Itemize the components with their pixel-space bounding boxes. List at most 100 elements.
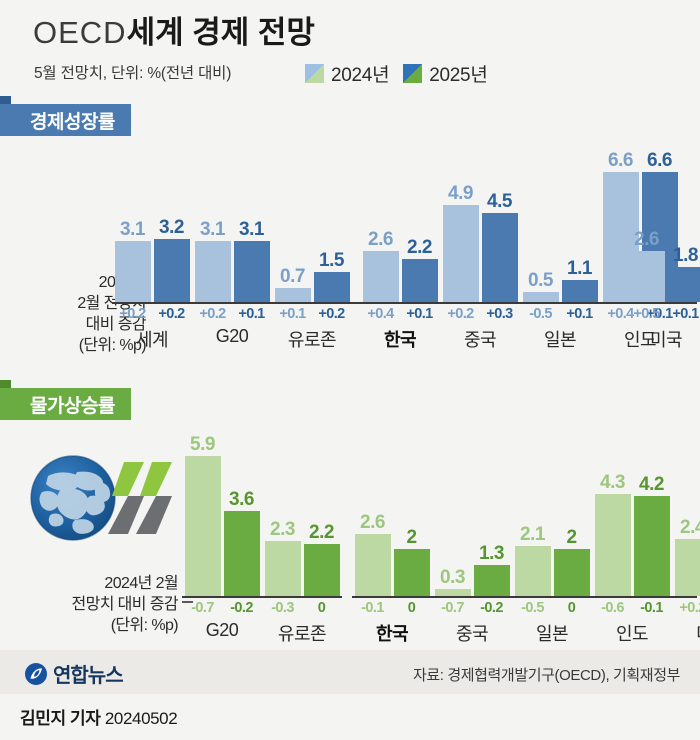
bar-rect — [434, 589, 471, 596]
delta-label: 0 — [317, 600, 326, 616]
legend: 2024년 2025년 — [305, 60, 488, 87]
bar-value-label: 2 — [406, 527, 417, 548]
bar-value-label: 3.6 — [229, 489, 254, 510]
bar-value-label: 2.4 — [680, 517, 700, 538]
bar-물가상승률-인도-2025년: 4.2 — [633, 475, 670, 596]
bar-경제성장률-일본-2024년: 0.5 — [522, 271, 559, 302]
category-label-중국: 중국 — [463, 330, 497, 350]
header: OECD세계 경제 전망 5월 전망치, 단위: %(전년 대비) 2024년 … — [0, 0, 700, 100]
yonhap-mark-icon — [25, 662, 47, 685]
bar-value-label: 6.6 — [608, 150, 633, 171]
delta-label: +0.3 — [486, 306, 513, 322]
bar-물가상승률-한국-2024년: 2.6 — [354, 513, 391, 596]
delta-label: 0 — [567, 600, 576, 616]
delta-label: +0.2 — [158, 306, 185, 322]
bar-rect — [473, 565, 510, 596]
delta-label: +0.2 — [318, 306, 345, 322]
bar-value-label: 2 — [566, 527, 577, 548]
bar-value-label: 0.7 — [280, 266, 305, 287]
bar-value-label: 2.3 — [270, 519, 295, 540]
bar-rect — [594, 494, 631, 596]
bar-물가상승률-유로존-2024년: 2.3 — [264, 520, 301, 596]
bar-경제성장률-미국-2025년: 1.8 — [667, 246, 700, 302]
delta-label: -0.1 — [361, 600, 384, 616]
legend-swatch-2025-icon — [403, 64, 423, 83]
category-label-인도: 인도 — [623, 330, 657, 350]
category-label-미국: 미국 — [667, 620, 700, 646]
category-label-유로존: 유로존 — [287, 330, 337, 350]
bar-value-label: 3.1 — [200, 219, 225, 240]
delta-label: +0.2 — [119, 306, 146, 322]
bar-경제성장률-중국-2024년: 4.9 — [442, 184, 479, 302]
footer-bar — [0, 650, 700, 694]
bar-rect — [553, 549, 590, 596]
category-label-한국: 한국 — [383, 330, 417, 350]
bar-value-label: 2.6 — [634, 229, 659, 250]
delta-label: +0.1 — [406, 306, 433, 322]
bar-value-label: 1.8 — [673, 245, 698, 266]
bar-경제성장률-한국-2025년: 2.2 — [401, 238, 438, 302]
delta-label: +0.2 — [199, 306, 226, 322]
bar-rect — [303, 544, 340, 596]
category-label-일본: 일본 — [543, 330, 577, 350]
delta-label: +0.1 — [672, 306, 699, 322]
bar-value-label: 0.3 — [440, 567, 465, 588]
inflation-axis-note-line-2: 전망치 대비 증감 — [71, 596, 178, 613]
growth-section-badge: 경제성장률 — [0, 104, 131, 136]
bar-rect — [522, 292, 559, 302]
delta-label: +0.1 — [238, 306, 265, 322]
bar-물가상승률-일본-2024년: 2.1 — [514, 525, 551, 596]
delta-label: +0.1 — [646, 306, 673, 322]
bar-value-label: 2.6 — [360, 512, 385, 533]
bar-물가상승률-미국-2024년: 2.4 — [674, 518, 700, 596]
growth-chart: 3.1 +0.2 3.2 +0.2 세계 3.1 +0.2 3.1 +0.1 G20 0.7 +0.1… — [0, 140, 700, 350]
delta-label: -0.7 — [441, 600, 464, 616]
delta-label: -0.1 — [640, 600, 663, 616]
inflation-axis-note-line-1: 2024년 2월 — [104, 575, 178, 592]
page-title-org: OECD — [33, 15, 127, 50]
category-label-일본: 일본 — [535, 624, 569, 644]
bar-value-label: 3.1 — [239, 219, 264, 240]
bar-value-label: 2.2 — [407, 237, 432, 258]
bar-물가상승률-유로존-2025년: 2.2 — [303, 523, 340, 596]
bar-rect — [233, 241, 270, 302]
category-label-중국: 중국 — [455, 624, 489, 644]
delta-label: +0.1 — [279, 306, 306, 322]
bar-rect — [354, 534, 391, 596]
bar-rect — [153, 239, 190, 302]
growth-badge-tab — [0, 96, 11, 104]
bar-value-label: 4.2 — [639, 474, 664, 495]
bar-경제성장률-미국-2024년: 2.6 — [628, 230, 665, 302]
bar-rect — [674, 539, 700, 596]
bar-rect — [223, 511, 260, 596]
inflation-axis-note-line-3: (단위: %p) — [110, 617, 179, 634]
bar-value-label: 2.2 — [309, 522, 334, 543]
bar-value-label: 4.5 — [487, 191, 512, 212]
delta-label: -0.5 — [521, 600, 544, 616]
byline: 김민지 기자 20240502 — [20, 704, 178, 729]
legend-label-2025: 2025년 — [429, 65, 488, 86]
delta-label: +0.4 — [367, 306, 394, 322]
bar-물가상승률-중국-2024년: 0.3 — [434, 568, 471, 596]
bar-경제성장률-G20-2025년: 3.1 — [233, 220, 270, 302]
bar-value-label: 3.2 — [159, 217, 184, 238]
bar-경제성장률-유로존-2025년: 1.5 — [313, 251, 350, 302]
delta-label: -0.2 — [480, 600, 503, 616]
bar-rect — [313, 272, 350, 302]
bar-value-label: 4.9 — [448, 183, 473, 204]
bar-경제성장률-한국-2024년: 2.6 — [362, 230, 399, 302]
legend-item-2025: 2025년 — [403, 60, 488, 87]
bar-value-label: 1.1 — [567, 258, 592, 279]
bar-rect — [667, 267, 700, 302]
delta-label: +0.4 — [607, 306, 634, 322]
inflation-chart: 5.9 -0.7 3.6 -0.2 G20 2.3 -0.3 2.2 0 유로존 2.6 -0.1 2 0… — [0, 424, 700, 644]
bar-경제성장률-유로존-2024년: 0.7 — [274, 267, 311, 302]
yonhap-logo-text: 연합뉴스 — [53, 665, 124, 687]
bar-rect — [114, 241, 151, 302]
inflation-badge-tab — [0, 380, 11, 388]
delta-label: +0.5 — [633, 306, 660, 322]
bar-rect — [442, 205, 479, 302]
page-title: OECD세계 경제 전망 — [33, 13, 315, 53]
bar-경제성장률-G20-2024년: 3.1 — [194, 220, 231, 302]
delta-label: -0.5 — [529, 306, 552, 322]
